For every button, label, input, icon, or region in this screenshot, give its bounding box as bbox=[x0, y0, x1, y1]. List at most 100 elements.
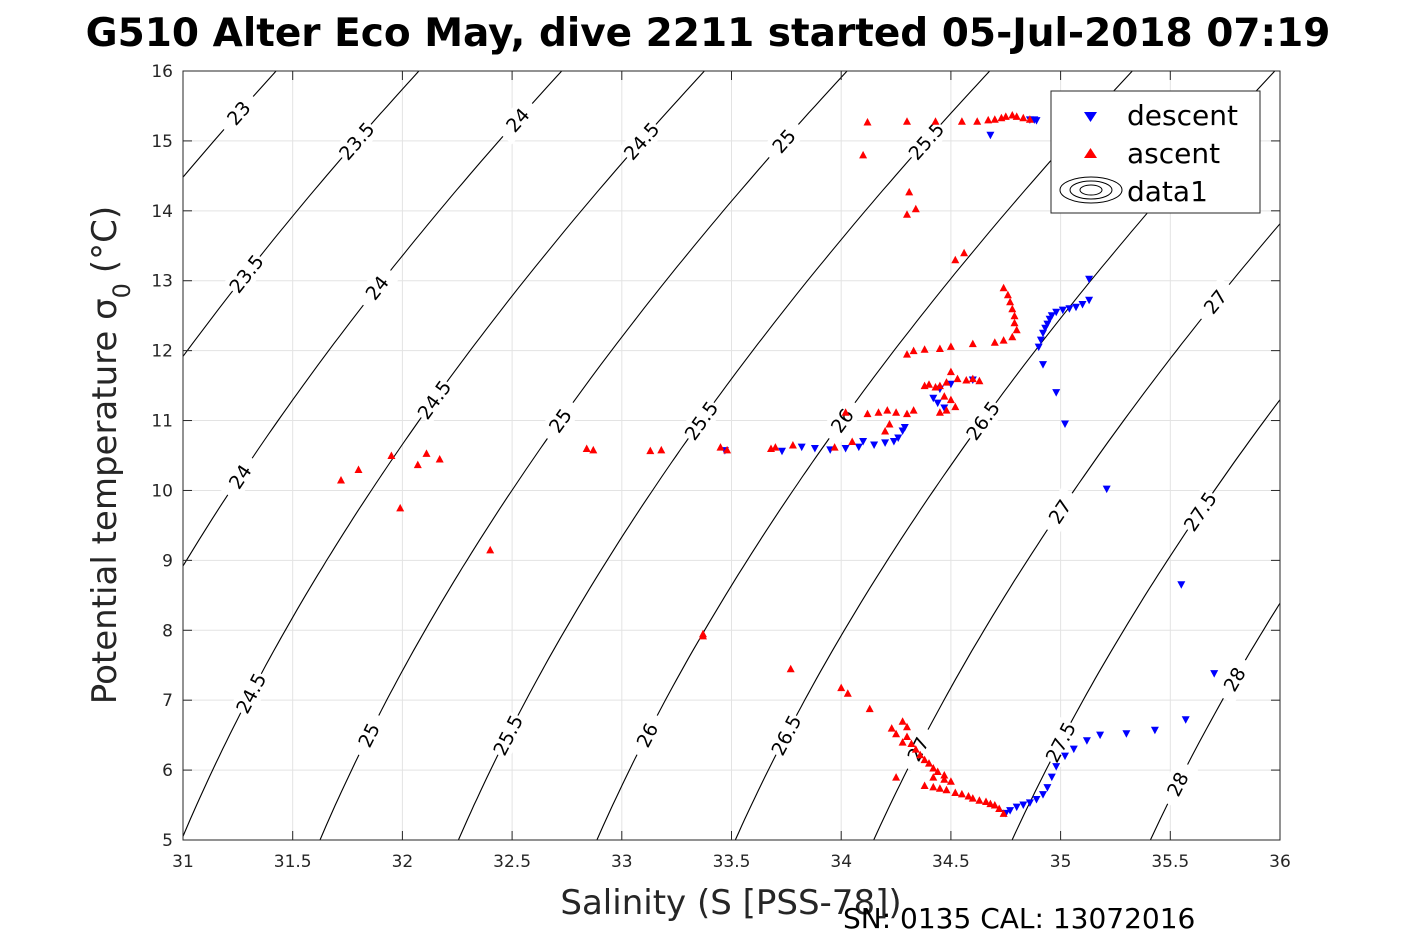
isopycnal-label-bg bbox=[411, 374, 457, 425]
descent-point bbox=[894, 434, 903, 442]
ascent-point bbox=[646, 446, 655, 455]
ascent-point bbox=[1012, 325, 1021, 334]
ascent-point bbox=[942, 378, 951, 386]
ascent-point bbox=[422, 449, 431, 457]
ascent-point bbox=[903, 722, 911, 731]
isopycnal-line bbox=[183, 71, 277, 179]
y-tick-label: 13 bbox=[151, 272, 173, 292]
descent-point bbox=[1078, 301, 1087, 309]
ascent-point bbox=[942, 785, 951, 794]
ascent-point bbox=[903, 117, 911, 125]
isopycnal-line bbox=[183, 71, 420, 358]
y-tick-label: 8 bbox=[162, 621, 173, 641]
descent-point bbox=[1058, 306, 1067, 315]
ascent-point bbox=[1003, 290, 1012, 299]
descent-point bbox=[870, 441, 879, 449]
ascent-point bbox=[1008, 111, 1017, 119]
ascent-point bbox=[999, 283, 1008, 292]
legend-data1-label: data1 bbox=[1127, 175, 1208, 208]
isopycnal-label-bg bbox=[902, 116, 950, 166]
descent-point bbox=[1069, 745, 1078, 754]
descent-point bbox=[933, 399, 942, 408]
legend-contour-icon bbox=[1059, 176, 1123, 204]
ascent-point bbox=[354, 465, 363, 473]
descent-point bbox=[1052, 308, 1061, 317]
ascent-point bbox=[933, 767, 942, 775]
ascent-point bbox=[931, 117, 940, 125]
descent-point bbox=[1210, 670, 1219, 678]
ascent-point bbox=[892, 408, 901, 416]
y-tick-label: 9 bbox=[162, 551, 173, 571]
isopycnal-label-bg bbox=[678, 395, 724, 446]
descent-point bbox=[1036, 336, 1045, 345]
ascent-point bbox=[898, 738, 907, 746]
descent-point bbox=[898, 427, 907, 435]
descent-point bbox=[1052, 763, 1061, 771]
ascent-point bbox=[940, 775, 949, 783]
ascent-point bbox=[953, 374, 962, 383]
descent-point bbox=[1150, 726, 1159, 735]
descent-point bbox=[778, 447, 786, 456]
isopycnal-label-bg bbox=[230, 668, 272, 719]
legend-descent-marker bbox=[1084, 112, 1097, 122]
ascent-point bbox=[788, 441, 797, 449]
ascent-point bbox=[892, 773, 901, 781]
ascent-point bbox=[925, 759, 933, 767]
isopycnal-label-bg bbox=[332, 116, 381, 166]
isopycnal-label-bg bbox=[617, 116, 665, 166]
descent-point bbox=[1052, 389, 1061, 397]
isopycnal-label-bg bbox=[1039, 717, 1082, 768]
y-tick-label: 10 bbox=[151, 481, 173, 501]
x-tick-label: 35.5 bbox=[1151, 852, 1189, 872]
descent-point bbox=[1019, 801, 1028, 809]
ascent-point bbox=[964, 792, 973, 800]
ascent-point bbox=[935, 381, 944, 390]
ascent-point bbox=[1006, 297, 1015, 306]
descent-point bbox=[1085, 296, 1094, 305]
descent-point bbox=[1034, 343, 1043, 352]
ascent-point bbox=[830, 443, 839, 451]
ascent-point bbox=[999, 336, 1008, 344]
ascent-point bbox=[903, 732, 911, 740]
ascent-point bbox=[885, 420, 894, 428]
descent-point bbox=[929, 394, 938, 403]
descent-point bbox=[1061, 420, 1069, 428]
descent-point bbox=[1012, 803, 1021, 812]
ascent-point bbox=[843, 689, 852, 697]
isopycnal-label-bg bbox=[1212, 654, 1256, 705]
x-tick-label: 31 bbox=[172, 852, 194, 872]
ascent-point bbox=[892, 729, 901, 738]
ascent-point bbox=[995, 804, 1004, 812]
ascent-point bbox=[1012, 112, 1021, 120]
ascent-point bbox=[909, 406, 918, 414]
ascent-point bbox=[699, 631, 707, 640]
ascent-point bbox=[929, 782, 938, 791]
ascent-point bbox=[909, 346, 918, 355]
ascent-point bbox=[905, 187, 914, 196]
descent-point bbox=[1085, 275, 1094, 284]
isopycnal-label-bg bbox=[353, 262, 400, 313]
ascent-point bbox=[929, 764, 938, 772]
ascent-point bbox=[951, 402, 960, 411]
ascent-point bbox=[848, 437, 857, 445]
ascent-point bbox=[975, 796, 984, 804]
ascent-point bbox=[589, 445, 598, 454]
isopycnal-label-bg bbox=[217, 451, 263, 502]
ascent-point bbox=[920, 781, 929, 789]
descent-point bbox=[854, 443, 863, 452]
x-tick-label: 34.5 bbox=[932, 852, 970, 872]
ascent-point bbox=[841, 408, 850, 416]
ascent-point bbox=[1008, 304, 1017, 313]
y-tick-label: 11 bbox=[151, 412, 173, 432]
isopycnal-label-bg bbox=[1037, 486, 1082, 537]
ascent-point bbox=[874, 408, 883, 416]
ascent-point bbox=[1010, 318, 1019, 327]
descent-point bbox=[1096, 731, 1105, 740]
ascent-point bbox=[907, 739, 916, 747]
chart-title: G510 Alter Eco May, dive 2211 started 05… bbox=[86, 11, 1331, 56]
ascent-point bbox=[957, 789, 966, 798]
y-axis-label-main: Potential temperature σ bbox=[85, 298, 125, 704]
isopycnal-label-bg bbox=[960, 395, 1006, 446]
x-axis-ticks: 31 31.5 32 32.5 33 33.5 34 34.5 35 35.5 36 bbox=[172, 71, 1291, 872]
isopycnal-label-bg bbox=[760, 116, 808, 166]
